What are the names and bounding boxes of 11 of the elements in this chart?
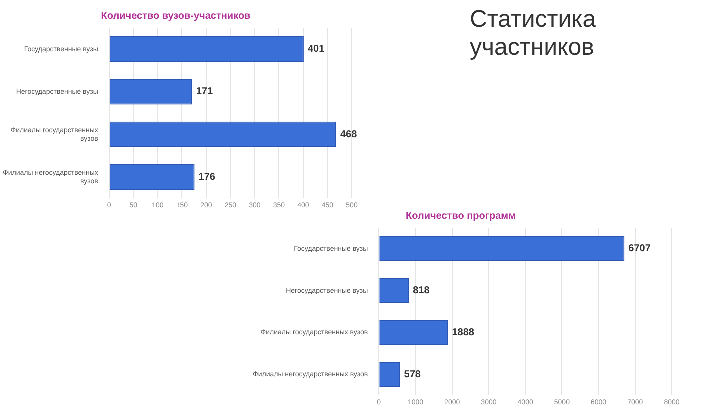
chart-title: Количество вузов-участников — [101, 10, 251, 22]
text: Статистика участников — [470, 6, 598, 62]
data-label: 1888 — [452, 328, 475, 338]
data-label: 171 — [196, 86, 214, 98]
data-label: 818 — [413, 286, 430, 297]
data-label: 176 — [198, 172, 216, 184]
data-label: 6707 — [628, 244, 652, 255]
data-label: 401 — [308, 44, 326, 56]
chart-title: Количество программ — [406, 210, 516, 222]
data-label: 468 — [340, 129, 358, 140]
data-label: 578 — [404, 369, 422, 380]
